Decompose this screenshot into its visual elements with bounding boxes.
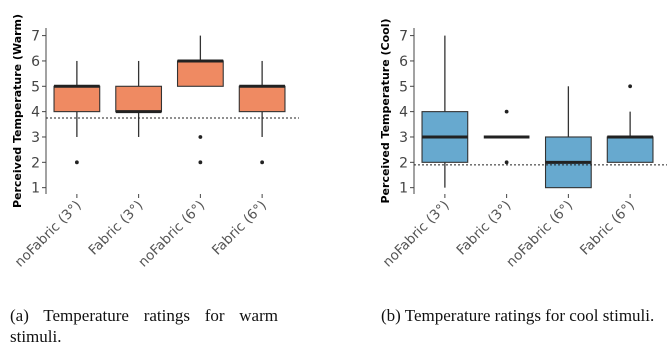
x-tick-label: Fabric (3°): [85, 198, 146, 259]
y-axis-label: Perceived Temperature (Cool): [379, 19, 392, 204]
y-tick-label: 1: [399, 181, 408, 197]
outlier-point: [198, 160, 203, 165]
outlier-point: [504, 160, 509, 165]
y-tick-label: 2: [31, 155, 40, 171]
x-tick-label: noFabric (6°): [503, 198, 576, 271]
y-tick-label: 3: [31, 130, 40, 146]
outlier-point: [628, 84, 633, 89]
outlier-point: [504, 109, 509, 114]
y-tick-label: 6: [399, 54, 408, 70]
box: [176, 60, 224, 87]
y-tick-label: 7: [399, 29, 408, 45]
y-tick-label: 5: [31, 79, 40, 95]
x-tick-label: Fabric (6°): [209, 198, 270, 259]
y-axis-label: Perceived Temperature (Warm): [11, 14, 24, 208]
x-tick-label: noFabric (6°): [135, 198, 208, 271]
x-tick-label: noFabric (3°): [380, 198, 453, 271]
outlier-point: [74, 160, 79, 165]
y-tick-label: 1: [31, 181, 40, 197]
outlier-point: [260, 160, 265, 165]
caption-cool: (b) Temperature ratings for cool stimuli…: [381, 306, 655, 325]
y-tick-label: 3: [399, 130, 408, 146]
box: [115, 85, 163, 113]
outlier-point: [198, 135, 203, 139]
caption-warm: (a) Temperature ratings for warm stimuli…: [10, 306, 278, 346]
y-tick-label: 4: [31, 105, 40, 121]
y-tick-label: 7: [31, 29, 40, 45]
x-tick-label: Fabric (6°): [577, 198, 638, 259]
warm-boxplot: 1 2 3 4 5 6 7 Perceived Temperature (Warm) noFab…: [11, 14, 299, 270]
box: [53, 85, 101, 113]
x-tick-label: Fabric (3°): [453, 198, 514, 259]
box: [238, 85, 286, 113]
box: [606, 136, 654, 163]
y-tick-label: 5: [399, 79, 408, 95]
y-tick-label: 6: [31, 54, 40, 70]
y-tick-label: 4: [399, 105, 408, 121]
y-tick-label: 2: [399, 155, 408, 171]
figure-canvas: 1 2 3 4 5 6 7 Perceived Temperature (Warm) noFab…: [11, 14, 667, 271]
